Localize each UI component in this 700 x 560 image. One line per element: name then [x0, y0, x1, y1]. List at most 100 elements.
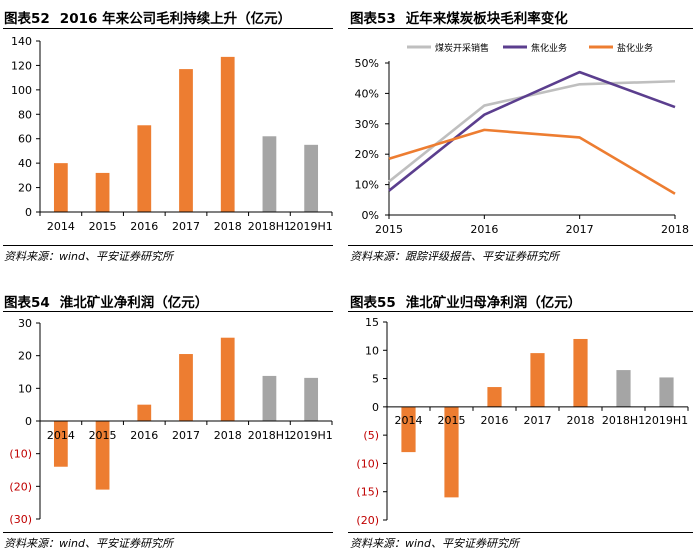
- chart53-source: 资料来源：跟踪评级报告、平安证券研究所: [350, 250, 559, 263]
- x-tick-label: 2017: [566, 223, 594, 236]
- y-tick-label: 40: [18, 157, 32, 170]
- bar-2019H1: [304, 144, 319, 212]
- y-tick-label: 0: [25, 415, 32, 428]
- chart55-top-rule: [348, 311, 693, 312]
- chart53-title-text: 近年来煤炭板块毛利率变化: [405, 11, 568, 27]
- chart55-bottom-rule: [348, 532, 693, 533]
- bar-2017: [179, 354, 193, 421]
- series-line-1: [388, 70, 676, 192]
- bar-2018H1: [616, 370, 631, 407]
- y-tick-label: 80: [18, 108, 32, 121]
- y-tick-label: 0%: [362, 209, 379, 222]
- bar-2019H1: [659, 377, 674, 407]
- x-tick-label: 2018: [567, 414, 595, 427]
- chart52-bottom-rule: [3, 245, 333, 246]
- x-tick-label: 2015: [438, 414, 466, 427]
- chart52-title: 图表52 2016 年来公司毛利持续上升（亿元）: [4, 7, 291, 27]
- bar-2018: [220, 56, 235, 212]
- bar-2016: [487, 387, 502, 407]
- legend-label-2: 盐化业务: [617, 42, 653, 54]
- chart52-source: 资料来源：wind、平安证券研究所: [4, 250, 174, 263]
- chart54-plot: (30) (20) (10) 0 10 20 30 2014 2015 2016 2017 2018 2…: [9, 317, 333, 526]
- chart53-bottom-rule: [348, 245, 693, 246]
- chart53-title: 图表53 近年来煤炭板块毛利率变化: [350, 7, 568, 27]
- x-tick-label: 2015: [89, 220, 117, 233]
- x-tick-label: 2016: [130, 220, 158, 233]
- bar-2014: [401, 406, 416, 453]
- bar-2017: [530, 353, 545, 407]
- chart55-number: 图表55: [350, 295, 396, 311]
- y-tick-label: 5: [372, 373, 379, 386]
- y-tick-label: (5): [363, 429, 379, 442]
- y-tick-label: (15): [356, 486, 379, 499]
- x-tick-label: 2015: [89, 429, 117, 442]
- bar-2015: [95, 172, 110, 212]
- y-tick-label: 100: [11, 84, 32, 97]
- y-tick-label: 30%: [355, 118, 379, 131]
- legend-label-1: 焦化业务: [531, 42, 567, 54]
- chart52-number: 图表52: [4, 11, 50, 27]
- bar-2016: [137, 125, 152, 212]
- y-tick-label: 0: [372, 401, 379, 414]
- chart53-number: 图表53: [350, 11, 396, 27]
- chart54-title: 图表54 淮北矿业净利润（亿元）: [4, 291, 208, 311]
- x-tick-label: 2017: [172, 220, 200, 233]
- y-tick-label: 10: [18, 382, 32, 395]
- bar-2018: [573, 338, 588, 407]
- chart54-title-text: 淮北矿业净利润（亿元）: [59, 295, 209, 311]
- bar-2015: [444, 406, 459, 498]
- bar-2016: [137, 404, 152, 421]
- chart55-plot: (20) (15) (10) (5) 0 5 10 15 2014 2015 2016 2017 201…: [356, 316, 689, 527]
- y-tick-label: 10%: [355, 179, 379, 192]
- x-tick-label: 2019H1: [645, 414, 688, 427]
- series-line-0: [388, 79, 676, 183]
- x-tick-label: 2016: [130, 429, 158, 442]
- y-tick-label: 20: [18, 350, 32, 363]
- chart52-plot: 0 20 40 60 80 100 120 140 2014 2015 2016 2017 2018 20…: [11, 35, 333, 233]
- bar-2017: [179, 69, 193, 212]
- y-tick-label: 140: [11, 35, 32, 48]
- y-tick-label: 60: [18, 133, 32, 146]
- bar-2019H1: [304, 377, 319, 421]
- legend-label-0: 煤炭开采销售: [435, 42, 489, 54]
- series-line-2: [388, 128, 676, 195]
- y-tick-label: (20): [9, 480, 32, 493]
- y-tick-label: (10): [9, 448, 32, 461]
- chart52-title-text: 2016 年来公司毛利持续上升（亿元）: [59, 11, 292, 27]
- y-tick-label: 50%: [355, 57, 379, 70]
- x-tick-label: 2018: [661, 223, 689, 236]
- chart54-source: 资料来源：wind、平安证券研究所: [4, 537, 174, 550]
- bar-2015: [95, 421, 110, 490]
- x-tick-label: 2018: [214, 220, 242, 233]
- x-tick-label: 2018H1: [248, 220, 291, 233]
- x-tick-label: 2014: [395, 414, 423, 427]
- bar-2014: [53, 163, 68, 212]
- x-tick-label: 2015: [375, 223, 403, 236]
- chart55-title: 图表55 淮北矿业归母净利润（亿元）: [350, 291, 581, 311]
- y-tick-label: 15: [365, 316, 379, 329]
- x-tick-label: 2016: [470, 223, 498, 236]
- y-tick-label: 30: [18, 317, 32, 330]
- bar-2018H1: [262, 136, 277, 212]
- chart53-plot: 0% 10% 20% 30% 40% 50% 2015 2016 2017 2018 煤炭开采销售 焦…: [355, 42, 689, 236]
- y-tick-label: 10: [365, 344, 379, 357]
- bar-2018H1: [262, 375, 277, 421]
- y-tick-label: 0: [25, 206, 32, 219]
- chart54-top-rule: [3, 311, 333, 312]
- x-tick-label: 2019H1: [290, 429, 333, 442]
- y-tick-label: (10): [356, 457, 379, 470]
- chart52-top-rule: [3, 28, 333, 29]
- chart54-number: 图表54: [4, 295, 50, 311]
- y-tick-label: 40%: [355, 87, 379, 100]
- chart54-bottom-rule: [3, 532, 333, 533]
- x-tick-label: 2017: [524, 414, 552, 427]
- y-tick-label: 20%: [355, 148, 379, 161]
- bar-2018: [220, 337, 235, 421]
- x-tick-label: 2014: [47, 429, 75, 442]
- bar-2014: [53, 421, 68, 467]
- x-tick-label: 2018H1: [248, 429, 291, 442]
- x-tick-label: 2019H1: [290, 220, 333, 233]
- x-tick-label: 2018: [214, 429, 242, 442]
- chart53-top-rule: [348, 28, 693, 29]
- x-tick-label: 2017: [172, 429, 200, 442]
